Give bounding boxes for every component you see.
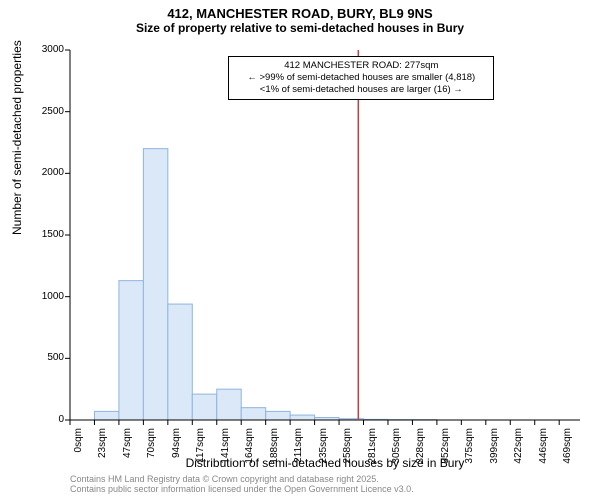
histogram-bar xyxy=(143,149,167,420)
chart-container: 412, MANCHESTER ROAD, BURY, BL9 9NS Size… xyxy=(0,0,600,500)
histogram-bar xyxy=(119,281,143,420)
y-axis-label: Number of semi-detached properties xyxy=(10,40,24,235)
histogram-svg xyxy=(70,50,580,420)
title-block: 412, MANCHESTER ROAD, BURY, BL9 9NS Size… xyxy=(0,0,600,35)
footer-line-1: Contains HM Land Registry data © Crown c… xyxy=(70,474,414,484)
y-tick-label: 1000 xyxy=(28,291,64,302)
y-tick-label: 2000 xyxy=(28,167,64,178)
y-tick-label: 1500 xyxy=(28,229,64,240)
title-line-1: 412, MANCHESTER ROAD, BURY, BL9 9NS xyxy=(0,6,600,21)
footer-line-2: Contains public sector information licen… xyxy=(70,484,414,494)
histogram-bar xyxy=(290,415,314,420)
y-tick-label: 3000 xyxy=(28,44,64,55)
annotation-box: 412 MANCHESTER ROAD: 277sqm ← >99% of se… xyxy=(228,56,494,100)
y-tick-label: 500 xyxy=(28,352,64,363)
histogram-bar xyxy=(241,408,265,420)
histogram-bar xyxy=(94,411,118,420)
annotation-line-1: 412 MANCHESTER ROAD: 277sqm xyxy=(235,60,487,72)
histogram-bar xyxy=(192,394,216,420)
annotation-line-2: ← >99% of semi-detached houses are small… xyxy=(235,72,487,84)
histogram-bar xyxy=(168,304,192,420)
footer-attribution: Contains HM Land Registry data © Crown c… xyxy=(70,474,414,495)
y-tick-label: 2500 xyxy=(28,106,64,117)
annotation-line-3: <1% of semi-detached houses are larger (… xyxy=(235,84,487,96)
title-line-2: Size of property relative to semi-detach… xyxy=(0,21,600,35)
y-tick-label: 0 xyxy=(28,414,64,425)
x-axis-label: Distribution of semi-detached houses by … xyxy=(70,456,580,470)
histogram-bar xyxy=(266,411,290,420)
histogram-bar xyxy=(217,389,241,420)
plot-area xyxy=(70,50,580,420)
